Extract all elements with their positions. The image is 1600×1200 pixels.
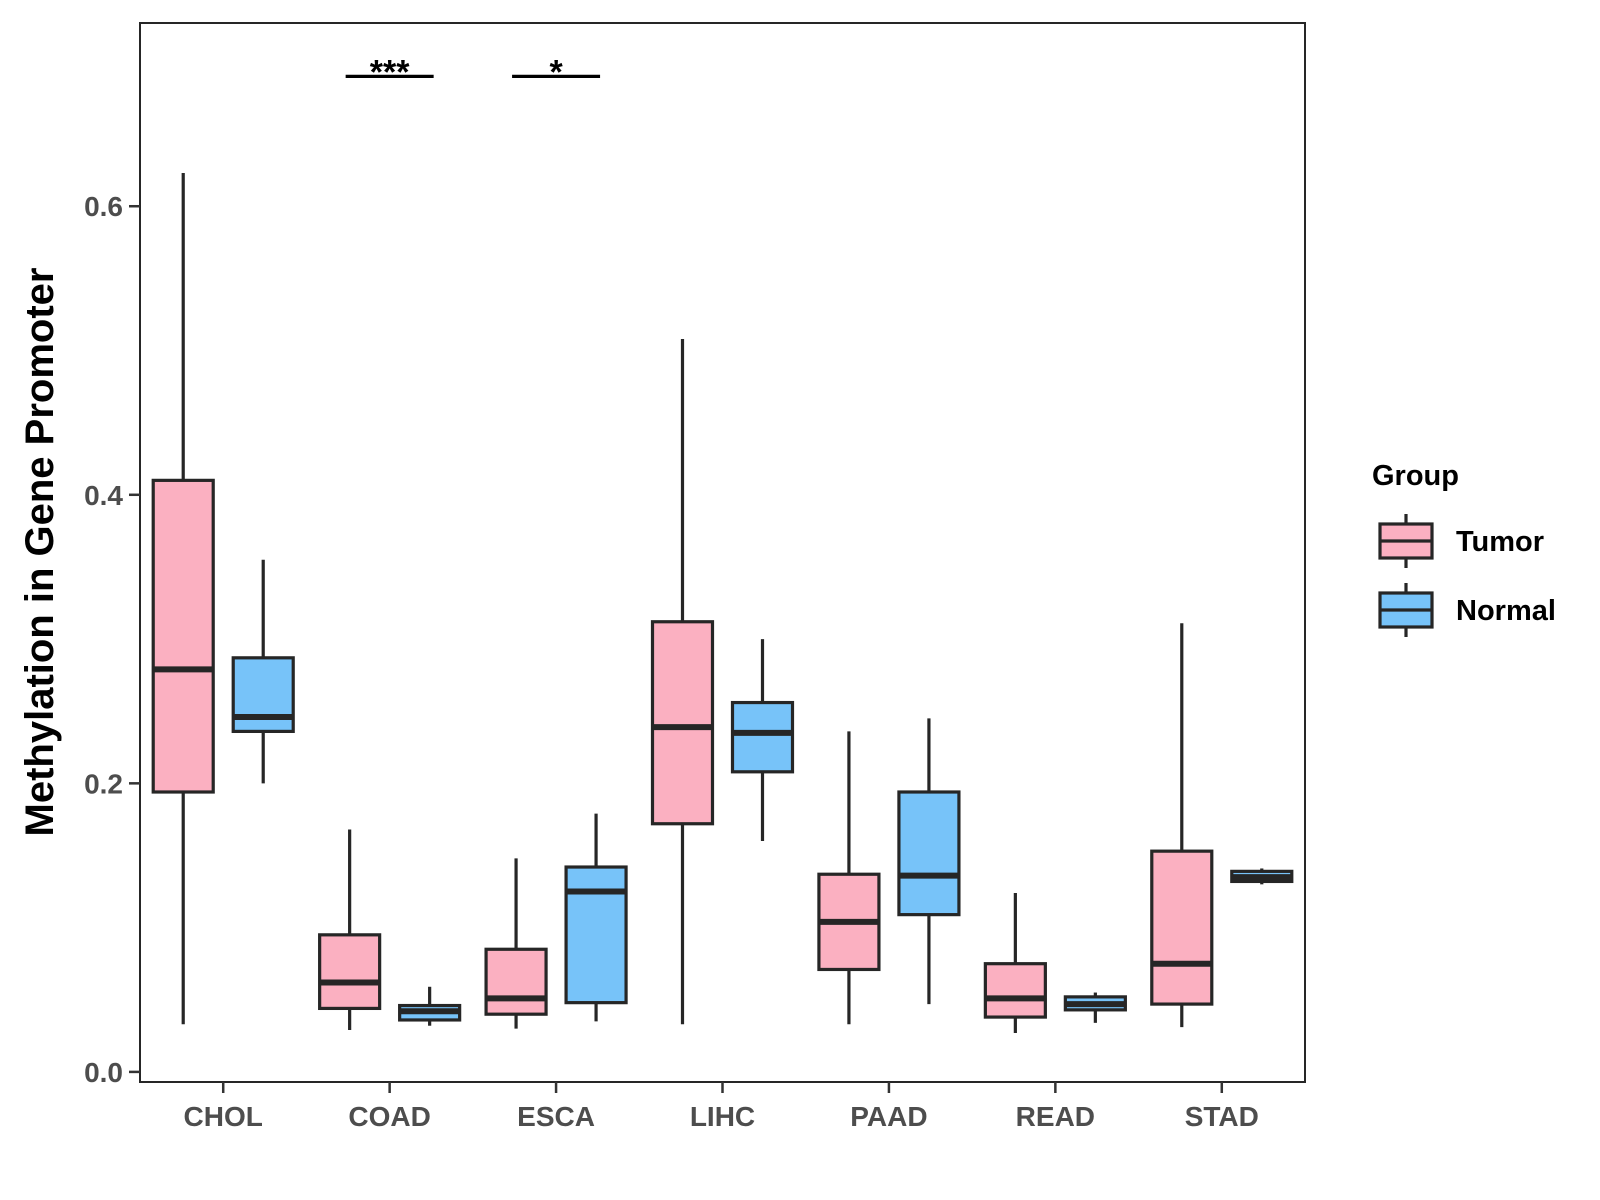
box-tumor-stad	[1150, 623, 1214, 1028]
box-iqr	[1150, 849, 1214, 1006]
significance-annotations: *** *	[345, 53, 601, 91]
significance-label: *	[549, 53, 563, 91]
y-tick-label: 0.6	[84, 191, 123, 222]
significance-label: ***	[370, 53, 410, 91]
box-normal-lihc	[730, 639, 795, 842]
legend-item-normal: Normal	[1378, 583, 1556, 637]
box-series-group	[151, 173, 1294, 1033]
significance-esca: *	[512, 53, 601, 91]
y-tick-label: 0.4	[84, 480, 123, 511]
y-tick-label: 0.0	[84, 1057, 123, 1088]
box-normal-read	[1063, 992, 1127, 1023]
x-tick-label-lihc: LIHC	[690, 1101, 755, 1132]
box-iqr	[484, 947, 548, 1016]
legend-title: Group	[1372, 460, 1459, 492]
x-tick-label-stad: STAD	[1185, 1101, 1259, 1132]
box-tumor-coad	[318, 829, 382, 1031]
box-normal-stad	[1230, 868, 1294, 885]
box-iqr	[897, 790, 961, 917]
box-normal-chol	[231, 559, 295, 784]
legend-items: Tumor Normal	[1378, 514, 1556, 637]
plot-panel	[139, 22, 1306, 1083]
box-iqr	[231, 656, 295, 734]
box-tumor-paad	[817, 731, 881, 1025]
x-tick-label-chol: CHOL	[184, 1101, 263, 1132]
legend-label: Tumor	[1456, 526, 1544, 558]
y-tick-label: 0.2	[84, 768, 123, 799]
box-normal-coad	[398, 986, 462, 1026]
box-iqr	[983, 962, 1047, 1019]
plot-panel-border	[139, 22, 1306, 1083]
box-tumor-esca	[484, 858, 548, 1029]
x-tick-label-coad: COAD	[348, 1101, 430, 1132]
box-normal-esca	[564, 813, 628, 1022]
x-tick-label-esca: ESCA	[517, 1101, 595, 1132]
y-axis: 0.0 0.2 0.4 0.6	[84, 191, 140, 1088]
y-axis-title: Methylation in Gene Promoter	[18, 268, 62, 837]
x-tick-label-read: READ	[1016, 1101, 1095, 1132]
box-iqr	[318, 933, 382, 1011]
legend-label: Normal	[1456, 595, 1556, 627]
box-iqr	[564, 865, 628, 1005]
legend-item-tumor: Tumor	[1378, 514, 1544, 568]
box-normal-paad	[897, 718, 961, 1005]
box-iqr	[650, 620, 715, 826]
legend: Group Tumor Normal	[1372, 460, 1556, 637]
box-tumor-chol	[151, 173, 215, 1025]
box-tumor-lihc	[650, 338, 715, 1025]
box-iqr	[151, 478, 215, 794]
significance-coad: ***	[345, 53, 434, 91]
box-iqr	[730, 700, 795, 774]
x-tick-label-paad: PAAD	[850, 1101, 927, 1132]
x-axis: CHOL COAD ESCA LIHC PAAD READ STAD	[184, 1082, 1259, 1132]
box-tumor-read	[983, 892, 1047, 1033]
